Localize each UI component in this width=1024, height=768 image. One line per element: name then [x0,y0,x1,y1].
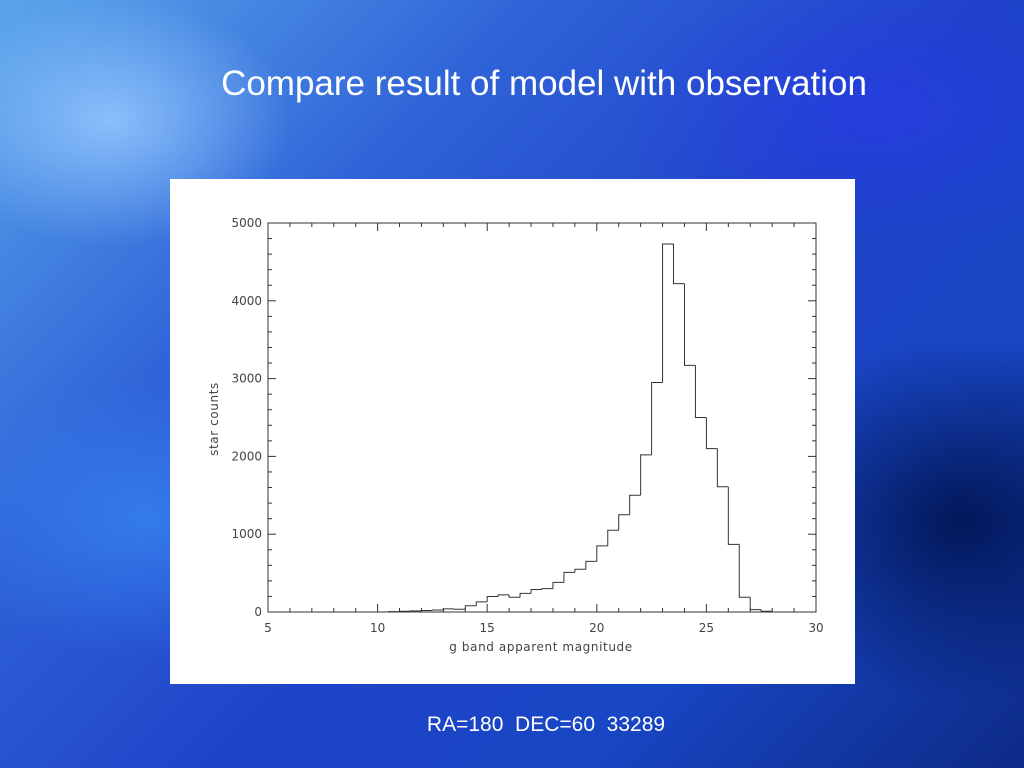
x-axis-label: g band apparent magnitude [449,640,632,654]
histogram-bin [585,560,597,570]
chart-tick-labels: 5 10 15 20 25 30 0 1000 2000 3000 4000 5000 [231,216,823,635]
plot-frame [267,222,817,613]
histogram-bin [629,494,641,515]
x-tick-label: 30 [808,621,823,635]
histogram-bin [760,609,773,612]
y-tick-label: 4000 [231,294,262,308]
histogram-bin [563,571,575,583]
slide-title: Compare result of model with observation [221,64,867,103]
histogram-bin [683,283,696,366]
chart-axes [267,222,817,613]
histogram-bin [749,597,762,611]
x-tick-label: 10 [370,621,385,635]
histogram-bin [475,601,488,606]
histogram-bin [464,605,477,610]
histogram-bin [662,243,674,383]
histogram-bin [508,594,521,598]
histogram-bin [497,594,510,597]
histogram-bin [442,608,455,611]
histogram-bin [618,514,630,531]
histogram-bin [541,588,553,590]
x-tick-label: 20 [589,621,604,635]
histogram-bin [574,568,586,573]
histogram-chart: 5 10 15 20 25 30 0 1000 2000 3000 4000 5000 g band … [207,216,824,654]
histogram-bin [486,595,499,602]
y-tick-label: 1000 [231,527,262,541]
histogram-bin [607,529,619,546]
slide-caption: RA=180 DEC=60 33289 [426,713,666,736]
y-tick-label: 3000 [231,372,262,386]
histogram-bin [519,592,532,598]
y-tick-label: 0 [254,605,262,619]
y-tick-label: 5000 [231,216,262,230]
histogram-bin [530,588,542,594]
histogram-bin [651,381,663,455]
chart-bins [388,243,784,613]
y-tick-label: 2000 [231,449,262,463]
chart-ticks [267,222,817,613]
histogram-bin [705,417,718,450]
x-tick-label: 25 [699,621,714,635]
histogram-bin [716,448,729,488]
histogram-bin [694,365,707,418]
histogram-bin [673,244,685,285]
y-axis-label: star counts [207,382,221,456]
histogram-bin [640,454,652,496]
histogram-bin [727,486,740,545]
x-tick-label: 5 [264,621,272,635]
x-tick-label: 15 [480,621,495,635]
histogram-bin [771,611,784,613]
histogram-bin [596,545,608,562]
histogram-bin [738,544,751,598]
histogram-bin [552,581,564,589]
chart-panel: 5 10 15 20 25 30 0 1000 2000 3000 4000 5000 g band … [170,179,855,684]
